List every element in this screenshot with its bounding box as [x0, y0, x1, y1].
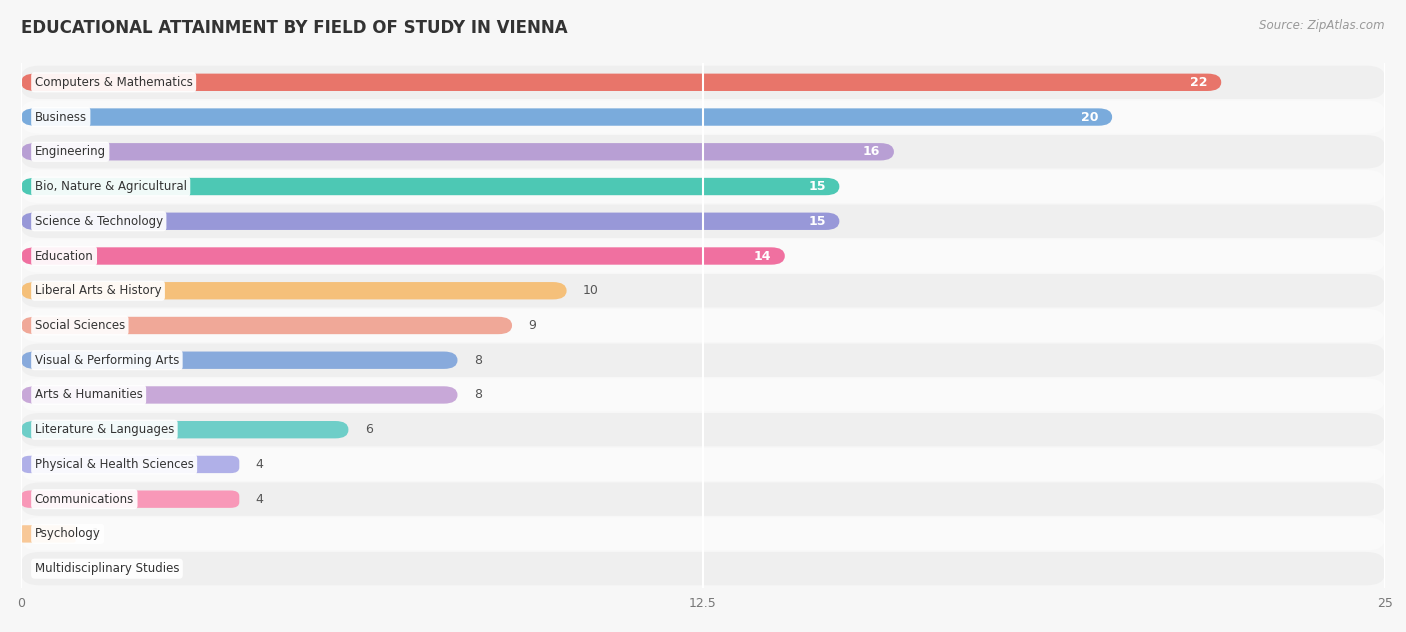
Text: 20: 20: [1081, 111, 1098, 123]
FancyBboxPatch shape: [21, 317, 512, 334]
Text: Multidisciplinary Studies: Multidisciplinary Studies: [35, 562, 179, 575]
Text: Literature & Languages: Literature & Languages: [35, 423, 174, 436]
Text: 10: 10: [583, 284, 599, 297]
FancyBboxPatch shape: [21, 482, 1385, 516]
FancyBboxPatch shape: [21, 282, 567, 300]
FancyBboxPatch shape: [21, 100, 1385, 134]
Text: Source: ZipAtlas.com: Source: ZipAtlas.com: [1260, 19, 1385, 32]
Text: Psychology: Psychology: [35, 528, 101, 540]
FancyBboxPatch shape: [21, 247, 785, 265]
FancyBboxPatch shape: [21, 552, 1385, 585]
FancyBboxPatch shape: [21, 135, 1385, 169]
FancyBboxPatch shape: [21, 170, 1385, 204]
FancyBboxPatch shape: [21, 517, 1385, 550]
FancyBboxPatch shape: [21, 421, 349, 439]
Text: 15: 15: [808, 215, 825, 228]
FancyBboxPatch shape: [21, 143, 894, 161]
Text: Bio, Nature & Agricultural: Bio, Nature & Agricultural: [35, 180, 187, 193]
Text: Communications: Communications: [35, 493, 134, 506]
FancyBboxPatch shape: [21, 309, 1385, 342]
Text: 22: 22: [1189, 76, 1208, 89]
Text: EDUCATIONAL ATTAINMENT BY FIELD OF STUDY IN VIENNA: EDUCATIONAL ATTAINMENT BY FIELD OF STUDY…: [21, 19, 568, 37]
Text: 8: 8: [474, 354, 482, 367]
Text: 16: 16: [863, 145, 880, 158]
Text: 4: 4: [256, 458, 263, 471]
FancyBboxPatch shape: [21, 240, 1385, 272]
FancyBboxPatch shape: [21, 108, 1112, 126]
Text: Liberal Arts & History: Liberal Arts & History: [35, 284, 162, 297]
Text: 14: 14: [754, 250, 772, 262]
Text: 1: 1: [91, 528, 100, 540]
FancyBboxPatch shape: [21, 413, 1385, 446]
Text: Arts & Humanities: Arts & Humanities: [35, 389, 142, 401]
Text: 6: 6: [364, 423, 373, 436]
Text: Business: Business: [35, 111, 87, 123]
FancyBboxPatch shape: [21, 379, 1385, 411]
Text: Visual & Performing Arts: Visual & Performing Arts: [35, 354, 179, 367]
FancyBboxPatch shape: [21, 525, 76, 543]
FancyBboxPatch shape: [21, 456, 239, 473]
Text: Computers & Mathematics: Computers & Mathematics: [35, 76, 193, 89]
Text: 9: 9: [529, 319, 536, 332]
Text: Social Sciences: Social Sciences: [35, 319, 125, 332]
Text: 15: 15: [808, 180, 825, 193]
FancyBboxPatch shape: [21, 490, 239, 508]
Text: Physical & Health Sciences: Physical & Health Sciences: [35, 458, 194, 471]
FancyBboxPatch shape: [21, 344, 1385, 377]
FancyBboxPatch shape: [21, 386, 457, 404]
Text: Science & Technology: Science & Technology: [35, 215, 163, 228]
FancyBboxPatch shape: [21, 212, 839, 230]
FancyBboxPatch shape: [21, 73, 1222, 91]
FancyBboxPatch shape: [21, 66, 1385, 99]
FancyBboxPatch shape: [21, 178, 839, 195]
Text: 0: 0: [38, 562, 45, 575]
Text: Education: Education: [35, 250, 93, 262]
Text: 8: 8: [474, 389, 482, 401]
FancyBboxPatch shape: [21, 351, 457, 369]
Text: Engineering: Engineering: [35, 145, 105, 158]
FancyBboxPatch shape: [21, 447, 1385, 481]
FancyBboxPatch shape: [21, 205, 1385, 238]
Text: 4: 4: [256, 493, 263, 506]
FancyBboxPatch shape: [21, 274, 1385, 307]
